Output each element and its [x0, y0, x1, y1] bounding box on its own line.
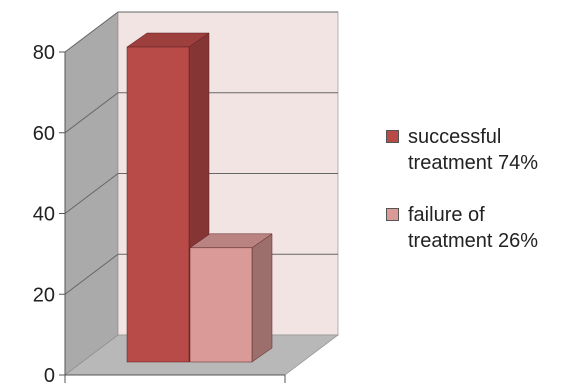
bar-front: [189, 247, 253, 363]
legend-swatch-failure: [386, 208, 399, 221]
bar-side: [251, 233, 273, 363]
legend-item-failure: failure of treatment 26%: [386, 202, 570, 254]
axes: [64, 52, 286, 383]
legend-label-failure: failure of treatment 26%: [408, 204, 539, 252]
bars: [126, 32, 273, 363]
y-tick-label-80: 80: [33, 42, 55, 64]
gridline-side-60: [64, 92, 119, 134]
legend-label-successful: successful treatment 74%: [408, 126, 539, 174]
bar-front: [126, 46, 190, 363]
gridline-side-80: [64, 11, 119, 53]
y-tick-label-0: 0: [44, 365, 55, 385]
gridline-side-40: [64, 173, 119, 214]
y-tick-label-60: 60: [33, 123, 55, 145]
y-tick-label-40: 40: [33, 204, 55, 226]
bar-successful: [126, 32, 210, 363]
y-axis-ticks: 0 20 40 60 80: [33, 42, 65, 385]
y-tick-label-20: 20: [33, 284, 55, 306]
bar-failure: [189, 233, 273, 363]
legend-item-successful: successful treatment 74%: [386, 124, 570, 176]
legend-swatch-successful: [386, 130, 399, 143]
legend: successful treatment 74% failure of trea…: [386, 124, 570, 280]
gridline-side-20: [64, 253, 119, 295]
